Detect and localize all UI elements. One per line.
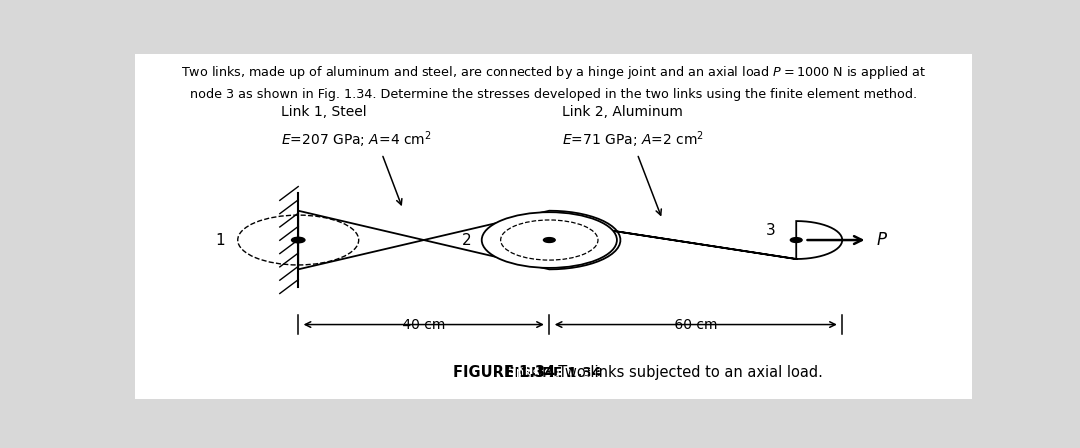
PathPatch shape — [503, 221, 842, 259]
Text: 40 cm: 40 cm — [397, 318, 449, 332]
Text: FIGURE 1.34: FIGURE 1.34 — [454, 365, 555, 380]
Text: Link 1, Steel: Link 1, Steel — [282, 105, 367, 120]
Circle shape — [543, 237, 555, 242]
Text: node 3 as shown in Fig. 1.34. Determine the stresses developed in the two links : node 3 as shown in Fig. 1.34. Determine … — [190, 88, 917, 101]
Text: $E$=71 GPa; $A$=2 cm$^2$: $E$=71 GPa; $A$=2 cm$^2$ — [562, 130, 704, 150]
Text: Two links subjected to an axial load.: Two links subjected to an axial load. — [550, 365, 823, 380]
Text: FIGURE 1.34: FIGURE 1.34 — [505, 366, 602, 380]
Circle shape — [791, 237, 802, 242]
Text: $E$=207 GPa; $A$=4 cm$^2$: $E$=207 GPa; $A$=4 cm$^2$ — [282, 130, 432, 150]
Text: 2: 2 — [462, 233, 472, 248]
PathPatch shape — [298, 211, 620, 269]
Circle shape — [482, 212, 617, 268]
Text: 60 cm: 60 cm — [670, 318, 721, 332]
Circle shape — [482, 212, 617, 268]
Text: $P$: $P$ — [876, 231, 888, 249]
Text: 3: 3 — [766, 223, 775, 238]
Circle shape — [292, 237, 305, 243]
Text: Two links, made up of aluminum and steel, are connected by a hinge joint and an : Two links, made up of aluminum and steel… — [181, 64, 926, 81]
Text: FIGURE 1.34   Two links subjected to an axial load.: FIGURE 1.34 Two links subjected to an ax… — [378, 366, 729, 380]
Text: Link 2, Aluminum: Link 2, Aluminum — [562, 105, 683, 120]
Text: 1: 1 — [216, 233, 226, 248]
